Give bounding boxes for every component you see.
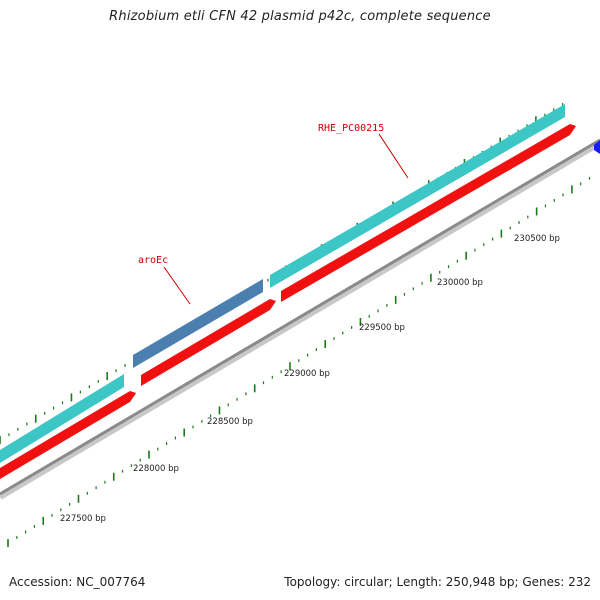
map-title: Rhizobium etli CFN 42 plasmid p42c, comp…: [109, 9, 491, 24]
coordinate-label: 230500 bp: [514, 234, 560, 244]
backbone-shadow: [0, 140, 600, 500]
coordinate-label: 229000 bp: [284, 369, 330, 379]
coordinate-label: 227500 bp: [60, 514, 106, 524]
backbone-line: [0, 138, 600, 496]
gene-label-leader: [163, 266, 191, 305]
feature-labels: 227500 bp 228000 bp 228500 bp 229000 bp 2295…: [60, 123, 560, 524]
gene-label-leader: [378, 133, 409, 179]
gene-label: RHE_PC00215: [318, 123, 384, 134]
reverse-cds-right: [281, 124, 577, 302]
reverse-cds-middle: [141, 299, 277, 386]
forward-cds-right: [270, 104, 565, 288]
accession-text: Accession: NC_007764: [9, 575, 146, 589]
coordinate-label: 228000 bp: [133, 464, 179, 474]
coordinate-label: 228500 bp: [207, 417, 253, 427]
coordinate-label: 229500 bp: [359, 323, 405, 333]
feature-tracks: [0, 104, 600, 500]
reverse-cds-left: [0, 391, 137, 479]
topology-summary: Topology: circular; Length: 250,948 bp; …: [284, 575, 591, 589]
gene-label: aroEc: [138, 255, 168, 266]
edge-feature-marker: [594, 140, 600, 154]
coordinate-label: 230000 bp: [437, 278, 483, 288]
forward-cds-left: [0, 374, 124, 463]
highlighted-gene-aroEc: [133, 279, 263, 368]
